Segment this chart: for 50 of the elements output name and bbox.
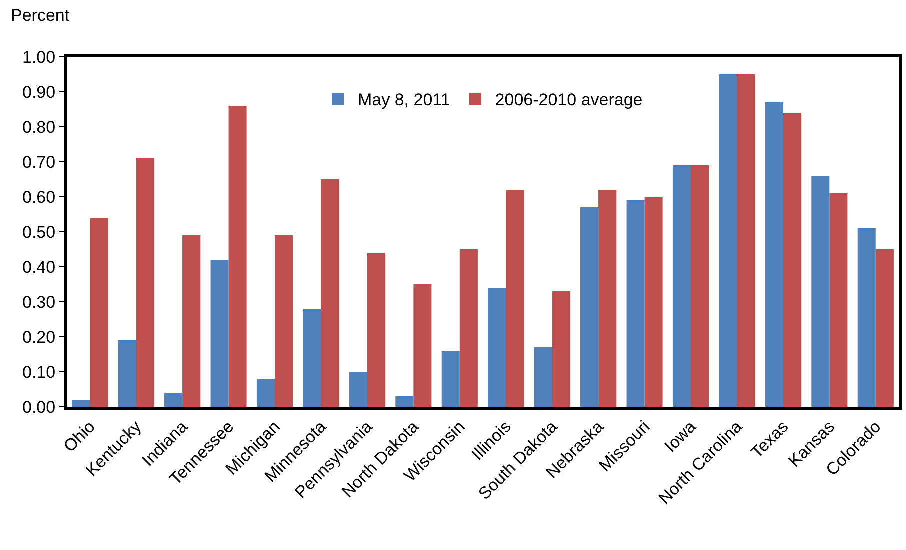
bar [460,250,478,407]
y-tick-label: 0.40 [22,258,56,277]
bar [765,102,784,407]
bar [414,284,432,407]
bar [118,340,136,407]
legend-label: 2006-2010 average [495,90,643,110]
bar [506,190,524,407]
bar [552,292,570,407]
y-tick-label: 0.00 [22,398,56,417]
y-tick-label: 0.10 [22,362,56,382]
y-tick-label: 0.30 [22,292,56,312]
bar [691,166,710,407]
bar [303,309,322,407]
bar [580,208,599,407]
bar [644,197,663,407]
bar [719,74,738,407]
bar [72,400,90,407]
bar [349,372,368,407]
bar [228,106,247,407]
bar [737,74,756,407]
bar [321,180,340,407]
bar [598,190,617,407]
bar [442,351,460,407]
bar [275,236,294,407]
bar [672,166,691,407]
bar [534,348,552,407]
y-tick-label: 0.80 [22,118,56,137]
bar [210,260,229,407]
bar [783,113,802,407]
bar [182,236,201,407]
bar [626,200,645,407]
bar [396,396,414,407]
legend-label: May 8, 2011 [358,90,450,110]
bar [367,253,386,407]
bar [256,379,275,407]
bar [876,250,894,407]
y-tick-label: 0.60 [22,188,56,207]
bar [858,228,876,407]
y-tick-label: 1.00 [22,48,56,67]
bar [830,194,848,407]
bar [136,158,154,407]
y-tick-label: 0.90 [22,82,56,102]
bar [164,393,183,407]
bar [90,218,108,407]
bar [488,288,506,407]
bar [812,176,830,407]
y-tick-label: 0.70 [22,152,56,172]
y-tick-label: 0.50 [22,222,56,242]
y-axis-title: Percent [11,6,70,25]
y-tick-label: 0.20 [22,328,56,347]
